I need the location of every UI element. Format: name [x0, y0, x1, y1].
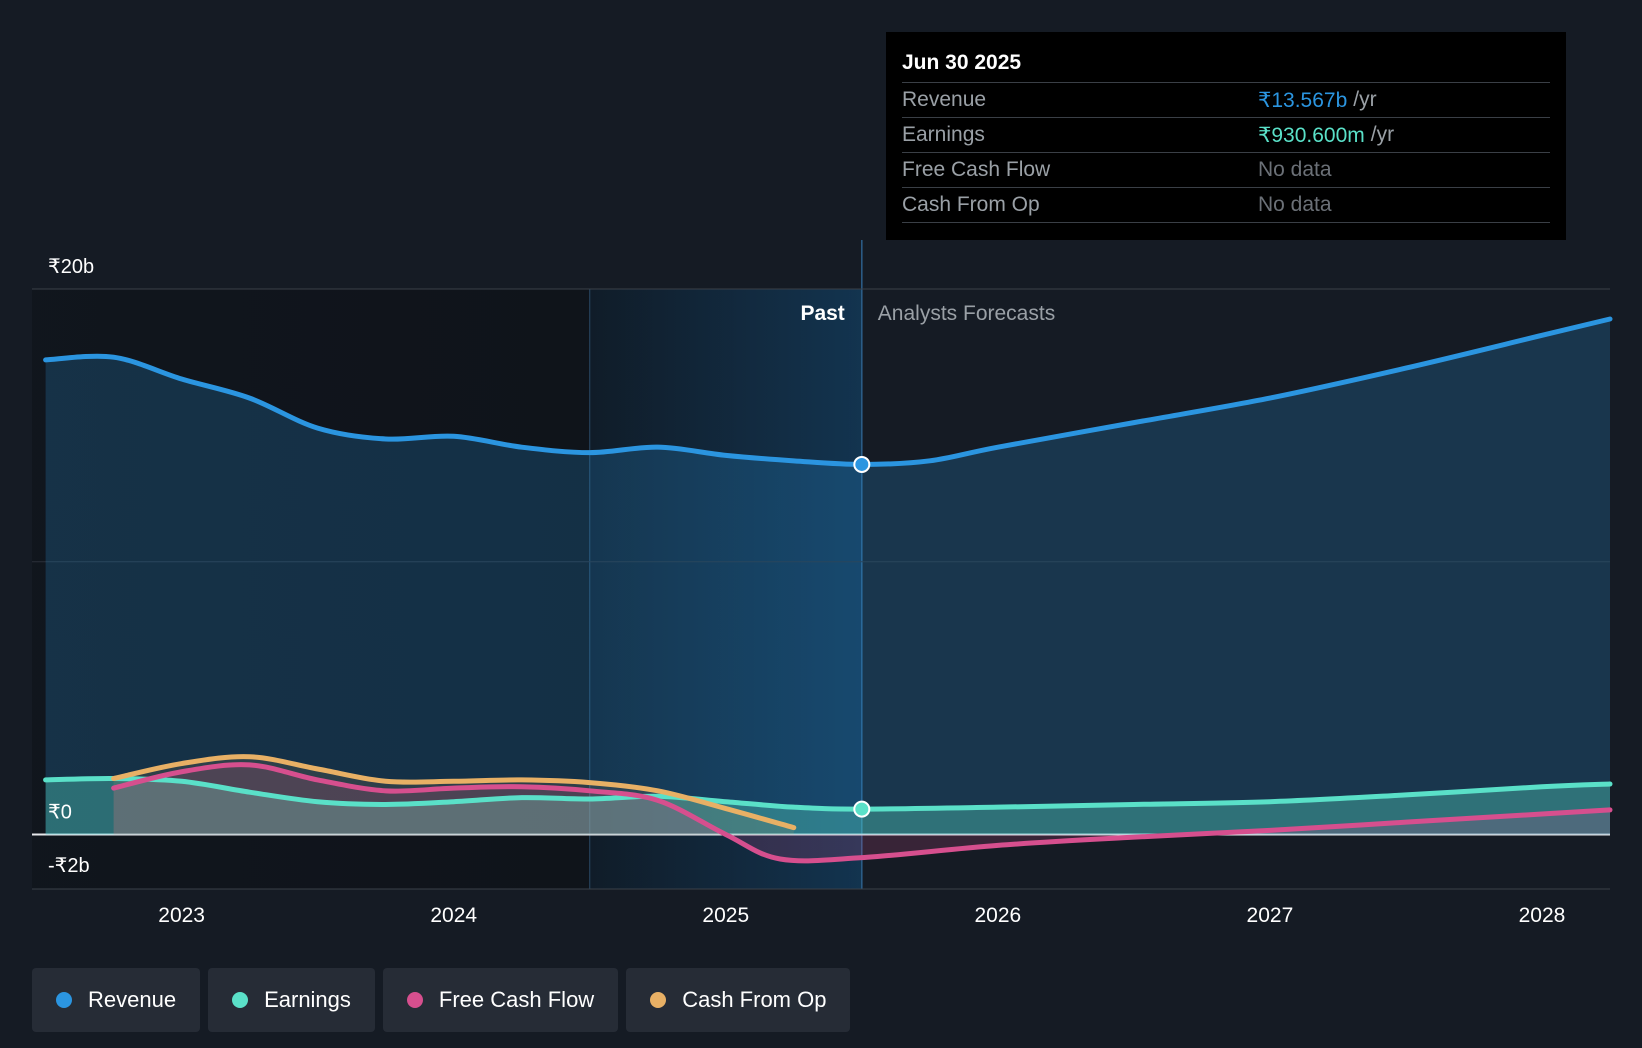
tooltip: Jun 30 2025 Revenue ₹13.567b /yr Earning… — [886, 32, 1566, 240]
earnings-line — [43, 776, 1613, 812]
earnings-marker — [853, 800, 871, 818]
tooltip-value: No data — [1258, 193, 1332, 216]
legend-label: Cash From Op — [682, 987, 827, 1012]
x-tick-label: 2025 — [702, 904, 749, 927]
cash-from-op-area — [113, 756, 794, 835]
legend-label: Free Cash Flow — [438, 987, 595, 1012]
tooltip-row-cash-from-op: Cash From Op No data — [902, 187, 1550, 223]
y-tick-label: -₹2b — [48, 855, 90, 877]
forecast-label: Analysts Forecasts — [878, 302, 1055, 325]
x-tick-label: 2027 — [1247, 904, 1294, 927]
free-cash-flow-line — [111, 762, 1613, 864]
tooltip-value: ₹13.567b — [1258, 88, 1348, 112]
legend-item-revenue[interactable]: Revenue — [32, 968, 201, 1032]
tooltip-label: Revenue — [902, 88, 987, 111]
tooltip-value: ₹930.600m — [1258, 123, 1365, 147]
x-tick-label: 2024 — [430, 904, 477, 927]
x-tick-label: 2023 — [158, 904, 205, 927]
revenue-line — [43, 316, 1613, 467]
revenue-area — [45, 319, 1611, 835]
legend-label: Earnings — [264, 987, 351, 1012]
past-label: Past — [800, 302, 844, 325]
x-tick-label: 2028 — [1519, 904, 1566, 927]
tooltip-label: Cash From Op — [902, 193, 1040, 216]
tooltip-label: Earnings — [902, 123, 985, 146]
tooltip-row-free-cash-flow: Free Cash Flow No data — [902, 152, 1550, 187]
legend: Revenue Earnings Free Cash Flow Cash Fro… — [32, 968, 851, 1032]
free-cash-flow-dot-icon — [406, 992, 423, 1008]
earnings-dot-icon — [232, 992, 249, 1008]
tooltip-row-revenue: Revenue ₹13.567b /yr — [902, 82, 1550, 117]
tooltip-date: Jun 30 2025 — [902, 51, 1022, 74]
tooltip-unit: /yr — [1353, 88, 1377, 111]
revenue-dot-icon — [56, 992, 72, 1008]
x-tick-label: 2026 — [974, 904, 1021, 927]
tooltip-unit: /yr — [1370, 123, 1395, 146]
y-tick-label: ₹0 — [48, 801, 72, 823]
earnings-area — [45, 778, 1611, 835]
legend-label: Revenue — [88, 987, 177, 1012]
tooltip-value: No data — [1258, 158, 1332, 181]
cash-from-op-line — [111, 754, 797, 831]
cash-from-op-dot-icon — [650, 992, 667, 1008]
legend-item-cash-from-op[interactable]: Cash From Op — [626, 968, 851, 1032]
revenue-marker — [853, 455, 871, 473]
tooltip-label: Free Cash Flow — [902, 158, 1051, 181]
y-tick-label: ₹20b — [48, 256, 94, 278]
tooltip-row-earnings: Earnings ₹930.600m /yr — [902, 117, 1550, 152]
legend-item-earnings[interactable]: Earnings — [208, 968, 375, 1032]
legend-item-free-cash-flow[interactable]: Free Cash Flow — [382, 968, 619, 1032]
